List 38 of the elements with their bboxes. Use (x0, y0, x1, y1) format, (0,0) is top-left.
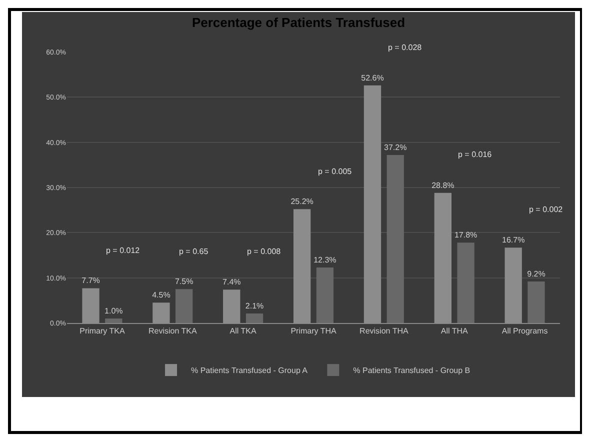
data-label: 9.2% (527, 269, 546, 278)
annotation: p = 0.028 (388, 43, 422, 52)
x-tick-label: Revision THA (360, 326, 409, 336)
data-label: 7.7% (82, 276, 100, 286)
annotation: p = 0.65 (179, 247, 209, 256)
x-tick-label: All Programs (502, 326, 548, 336)
annotation: p = 0.005 (318, 167, 352, 176)
data-label: 7.4% (222, 278, 241, 287)
data-label: 28.8% (432, 180, 454, 190)
data-label: 37.2% (384, 142, 407, 152)
x-tick-label: Revision TKA (148, 326, 198, 336)
data-label: 16.7% (502, 236, 525, 245)
x-tick-label: Primary THA (290, 326, 337, 336)
x-tick-label: Primary TKA (80, 326, 126, 336)
data-label: 52.6% (361, 73, 384, 82)
annotation: p = 0.008 (247, 247, 282, 256)
data-label: 17.8% (454, 230, 478, 240)
annotation: p = 0.002 (529, 205, 564, 214)
legend-label: % Patients Transfused - Group B (353, 366, 470, 376)
bar (457, 242, 474, 323)
x-tick-label: All THA (440, 326, 469, 336)
bar (246, 314, 264, 323)
legend-label: % Patients Transfused - Group A (191, 366, 308, 376)
bar (105, 318, 122, 323)
data-label: 2.1% (245, 302, 264, 311)
annotation: p = 0.012 (106, 246, 140, 255)
data-label: 25.2% (290, 197, 314, 206)
bar (528, 281, 545, 323)
bar (176, 289, 193, 323)
data-label: 4.5% (152, 290, 170, 300)
chart-title: Percentage of Patients Transfused (192, 14, 406, 30)
data-label: 12.3% (314, 255, 336, 264)
data-label: 1.0% (104, 306, 123, 316)
data-label: 7.5% (174, 277, 194, 286)
annotation: p = 0.016 (458, 150, 492, 159)
bar (386, 154, 404, 323)
x-tick-label: All TKA (230, 326, 257, 336)
bar (316, 267, 334, 323)
